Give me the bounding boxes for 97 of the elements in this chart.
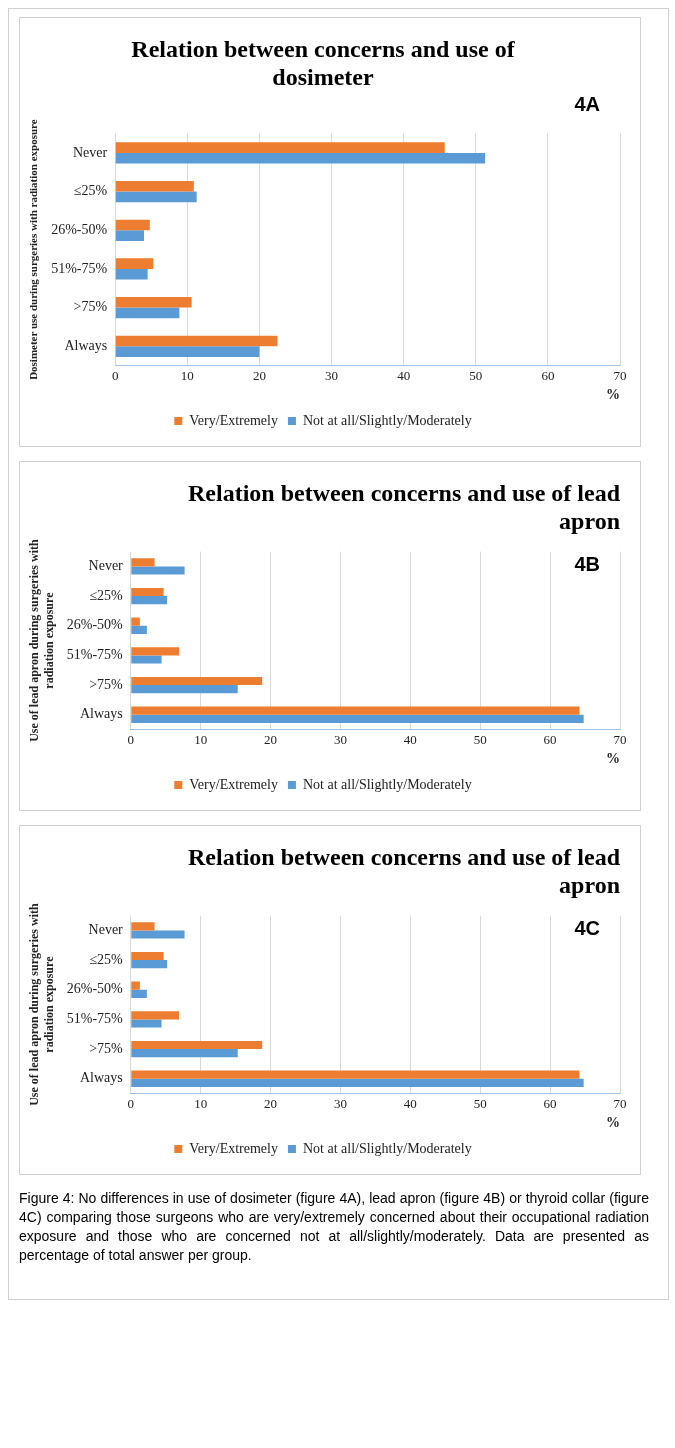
bar: [131, 617, 140, 626]
bar: [131, 1049, 238, 1058]
x-tick-label: 50: [473, 731, 487, 747]
text: 4A: [574, 93, 600, 116]
x-tick-label: 50: [473, 1095, 487, 1111]
annotation: 4B: [574, 553, 600, 576]
bar: [131, 676, 263, 686]
bar: [131, 596, 168, 605]
bar: [115, 142, 445, 153]
y-tick-label: ≤25%: [89, 951, 124, 967]
y-axis-title: Use of lead apron during surgeries with radiation exposure: [27, 903, 56, 1106]
y-tick-label: Always: [80, 1070, 123, 1086]
y-tick-label: Never: [72, 144, 108, 160]
x-tick-label: 10: [180, 367, 194, 383]
bar: [115, 230, 145, 241]
x-tick-label: 0: [127, 1095, 135, 1111]
x-tick-label: 10: [194, 731, 208, 747]
x-tick-label: 0: [111, 367, 119, 383]
y-tick-label: >75%: [89, 676, 124, 692]
bar: [131, 981, 140, 990]
bar: [115, 307, 180, 319]
legend-label: Very/Extremely: [189, 776, 278, 792]
x-tick-label: 40: [403, 731, 417, 747]
y-axis-title: Dosimeter use during surgeries with radiation exposure: [27, 119, 40, 380]
y-tick-label: 51%-75%: [66, 647, 124, 663]
y-tick-label: 26%-50%: [66, 617, 124, 633]
x-tick-label: 60: [541, 367, 555, 383]
bar: [131, 655, 162, 664]
y-tick-label: Never: [88, 922, 124, 938]
x-tick-label: 60: [543, 731, 557, 747]
bar: [115, 346, 260, 357]
y-tick-label: 26%-50%: [66, 981, 124, 997]
x-tick-label: 70: [613, 731, 627, 747]
x-tick-label: 40: [403, 1095, 417, 1111]
x-tick-label: 30: [333, 1095, 347, 1111]
bar: [115, 296, 192, 308]
x-tick-label: 10: [194, 1095, 208, 1111]
legend-label: Not at all/Slightly/Moderately: [302, 776, 472, 792]
legend-label: Very/Extremely: [189, 1140, 278, 1156]
bar: [131, 587, 164, 597]
x-axis-title: %: [606, 751, 620, 767]
chart-title: Relation between concerns and use of dosimeter: [131, 35, 516, 91]
bar: [131, 1078, 584, 1087]
bar: [131, 706, 580, 715]
y-tick-label: 51%-75%: [51, 260, 108, 276]
bar: [131, 647, 180, 656]
y-tick-label: Always: [64, 337, 108, 353]
x-tick-label: 40: [397, 367, 411, 383]
bar: [115, 152, 486, 164]
bar: [115, 258, 154, 269]
y-tick-label: >75%: [73, 299, 108, 315]
x-tick-label: 20: [264, 1095, 278, 1111]
x-tick-label: 30: [325, 367, 339, 383]
bar: [131, 1070, 580, 1079]
y-tick-label: >75%: [89, 1040, 124, 1056]
x-tick-label: 20: [252, 367, 266, 383]
bar: [131, 922, 155, 931]
bar: [131, 714, 584, 723]
x-tick-label: 70: [613, 1095, 627, 1111]
chart-title: Relation between concerns and use of lead apron: [188, 843, 621, 899]
x-tick-label: 70: [613, 367, 627, 383]
bar: [115, 335, 278, 347]
y-tick-label: ≤25%: [89, 587, 124, 603]
x-tick-label: 20: [264, 731, 278, 747]
x-axis-title: %: [606, 387, 620, 403]
y-tick-label: Never: [88, 558, 124, 574]
y-tick-label: Always: [80, 706, 123, 722]
y-tick-label: 51%-75%: [66, 1011, 124, 1027]
bar: [115, 191, 197, 203]
y-tick-label: ≤25%: [73, 183, 108, 199]
bar: [131, 1019, 162, 1028]
legend-label: Very/Extremely: [189, 412, 278, 428]
bar: [131, 989, 147, 998]
bar: [131, 1040, 263, 1050]
x-tick-label: 50: [469, 367, 483, 383]
bar: [115, 219, 150, 231]
bar: [115, 180, 194, 192]
x-tick-label: 60: [543, 1095, 557, 1111]
bar: [131, 558, 155, 567]
chart-title: Relation between concerns and use of lead apron: [188, 479, 621, 535]
bar: [131, 960, 168, 969]
x-tick-label: 0: [127, 731, 135, 747]
caption: Figure 4: No differences in use of dosimeter (figure 4A), lead apron (figure 4B) or thyroid collar (figure 4C) comparing those surgeons who are very/extremely concerned about their occupational radiation exposure and those who are concerned not at all/slightly/moderately. Data are presented as percentage of total answer per group.: [19, 1189, 649, 1265]
y-tick-label: 26%-50%: [51, 221, 108, 237]
bar: [131, 566, 185, 575]
bar: [131, 685, 238, 694]
bar: [115, 268, 148, 280]
bar: [131, 625, 147, 634]
annotation: 4C: [574, 917, 600, 940]
x-tick-label: 30: [333, 731, 347, 747]
y-axis-title: Use of lead apron during surgeries with radiation exposure: [27, 539, 56, 742]
bar: [131, 951, 164, 961]
bar: [131, 930, 185, 939]
legend-label: Not at all/Slightly/Moderately: [302, 1140, 472, 1156]
x-axis-title: %: [606, 1115, 620, 1131]
legend-label: Not at all/Slightly/Moderately: [302, 412, 472, 428]
bar: [131, 1011, 180, 1020]
